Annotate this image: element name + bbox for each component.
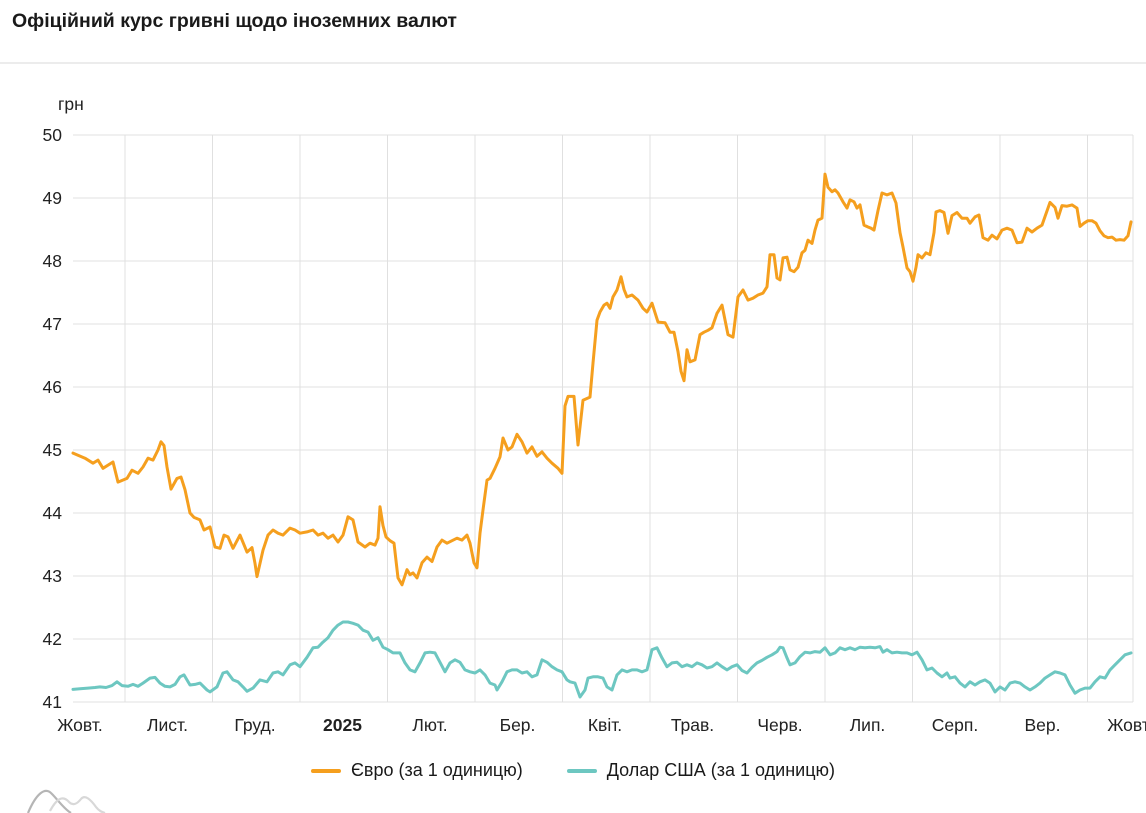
x-tick-label: Лип. <box>850 715 886 735</box>
legend-label-euro: Євро (за 1 одиницю) <box>350 760 523 780</box>
legend: Євро (за 1 одиницю) Долар США (за 1 один… <box>0 760 1146 781</box>
x-tick-label: Лют. <box>412 715 447 735</box>
series-layer <box>71 172 1133 699</box>
x-tick-label: Жовт. <box>57 715 103 735</box>
legend-item-euro[interactable]: Євро (за 1 одиницю) <box>310 760 523 781</box>
x-tick-label: Вер. <box>1025 715 1061 735</box>
header-divider <box>0 62 1146 64</box>
x-tick-label: Лист. <box>147 715 188 735</box>
y-tick-label: 41 <box>43 692 62 712</box>
y-tick-label: 42 <box>43 629 62 649</box>
x-tick-label: Бер. <box>500 715 536 735</box>
y-tick-label: 45 <box>43 440 62 460</box>
legend-label-dollar: Долар США (за 1 одиницю) <box>606 760 836 780</box>
x-tick-label: Серп. <box>932 715 978 735</box>
x-tick-label: Квіт. <box>588 715 622 735</box>
y-tick-label: 48 <box>43 251 62 271</box>
euro-line[interactable] <box>71 172 1133 587</box>
watermark-logo-icon <box>26 789 106 813</box>
dollar-line-swatch-icon <box>566 768 597 773</box>
dollar-line[interactable] <box>71 620 1133 699</box>
legend-item-dollar[interactable]: Долар США (за 1 одиницю) <box>566 760 836 781</box>
y-tick-label: 47 <box>43 314 62 334</box>
x-tick-label: Черв. <box>757 715 802 735</box>
y-tick-label: 50 <box>43 125 63 145</box>
grid-layer <box>73 134 1134 703</box>
y-axis-unit-label: грн <box>58 94 84 114</box>
x-tick-label: Трав. <box>671 715 714 735</box>
axis-labels-layer: грн 50 49 48 47 46 45 44 43 42 41 Жовт. Лист. Груд. 2… <box>43 94 1146 735</box>
y-tick-label: 44 <box>43 503 63 523</box>
y-tick-label: 49 <box>43 188 62 208</box>
y-tick-label: 46 <box>43 377 62 397</box>
x-tick-label: 2025 <box>323 715 362 735</box>
page-title: Офіційний курс гривні щодо іноземних вал… <box>12 10 457 32</box>
y-tick-label: 43 <box>43 566 62 586</box>
x-tick-label: Груд. <box>234 715 275 735</box>
euro-line-swatch-icon <box>310 768 341 773</box>
x-tick-label: Жовт. <box>1107 715 1146 735</box>
